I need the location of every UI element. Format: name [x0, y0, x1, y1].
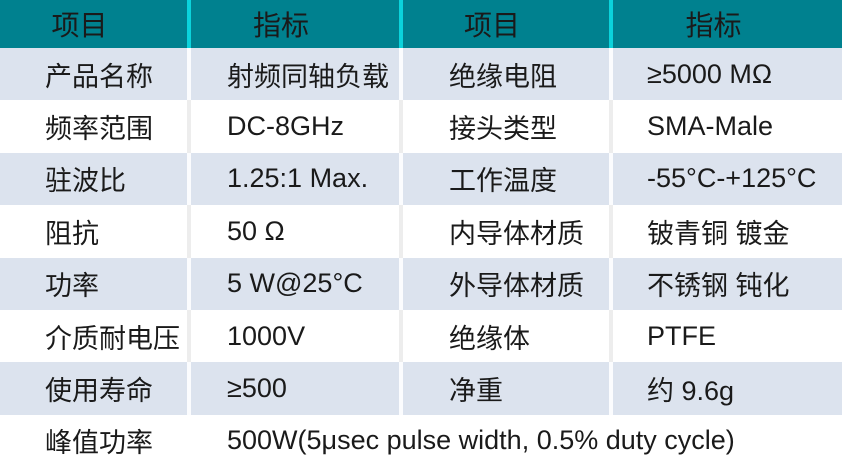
item-label-cell: 内导体材质: [403, 205, 613, 258]
item-label-cell: 工作温度: [403, 152, 613, 206]
spec-value-cell: 约 9.6g: [613, 362, 842, 415]
item-label-cell: 介质耐电压: [0, 309, 191, 363]
item-label-cell: 绝缘电阻: [403, 48, 613, 101]
spec-value-cell: 5 W@25°C: [191, 257, 403, 310]
spec-value-cell: ≥500: [191, 362, 403, 415]
spec-value-cell: 500W(5μsec pulse width, 0.5% duty cycle): [191, 414, 842, 467]
header-cell-item-right: 项目: [403, 0, 613, 48]
table-row: 产品名称 射频同轴负载 绝缘电阻 ≥5000 MΩ: [0, 48, 842, 101]
table-row: 驻波比 1.25:1 Max. 工作温度 -55°C-+125°C: [0, 152, 842, 206]
spec-value-cell: 铍青铜 镀金: [613, 205, 842, 258]
spec-value-cell: ≥5000 MΩ: [613, 48, 842, 101]
item-label-cell: 峰值功率: [0, 414, 191, 467]
table-row: 介质耐电压 1000V 绝缘体 PTFE: [0, 309, 842, 363]
spec-value-cell: 射频同轴负载: [191, 48, 403, 101]
item-label-cell: 使用寿命: [0, 362, 191, 415]
header-cell-item-left: 项目: [0, 0, 191, 48]
table-row: 阻抗 50 Ω 内导体材质 铍青铜 镀金: [0, 205, 842, 258]
spec-value-cell: SMA-Male: [613, 100, 842, 153]
item-label-cell: 接头类型: [403, 100, 613, 153]
item-label-cell: 驻波比: [0, 152, 191, 206]
table-row: 频率范围 DC-8GHz 接头类型 SMA-Male: [0, 100, 842, 153]
spec-value-cell: PTFE: [613, 309, 842, 363]
spec-value-cell: DC-8GHz: [191, 100, 403, 153]
spec-value-cell: 1.25:1 Max.: [191, 152, 403, 206]
item-label-cell: 阻抗: [0, 205, 191, 258]
peak-power-row: 峰值功率 500W(5μsec pulse width, 0.5% duty c…: [0, 414, 842, 467]
header-cell-spec-left: 指标: [191, 0, 403, 48]
table-row: 功率 5 W@25°C 外导体材质 不锈钢 钝化: [0, 257, 842, 310]
header-row: 项目 指标 项目 指标: [0, 0, 842, 48]
spec-value-cell: 50 Ω: [191, 205, 403, 258]
item-label-cell: 净重: [403, 362, 613, 415]
spec-value-cell: 不锈钢 钝化: [613, 257, 842, 310]
spec-value-cell: -55°C-+125°C: [613, 152, 842, 206]
item-label-cell: 频率范围: [0, 100, 191, 153]
table-row: 使用寿命 ≥500 净重 约 9.6g: [0, 362, 842, 415]
spec-value-cell: 1000V: [191, 309, 403, 363]
item-label-cell: 功率: [0, 257, 191, 310]
header-cell-spec-right: 指标: [685, 10, 742, 41]
item-label-cell: 绝缘体: [403, 309, 613, 363]
item-label-cell: 外导体材质: [403, 257, 613, 310]
item-label-cell: 产品名称: [0, 48, 191, 101]
